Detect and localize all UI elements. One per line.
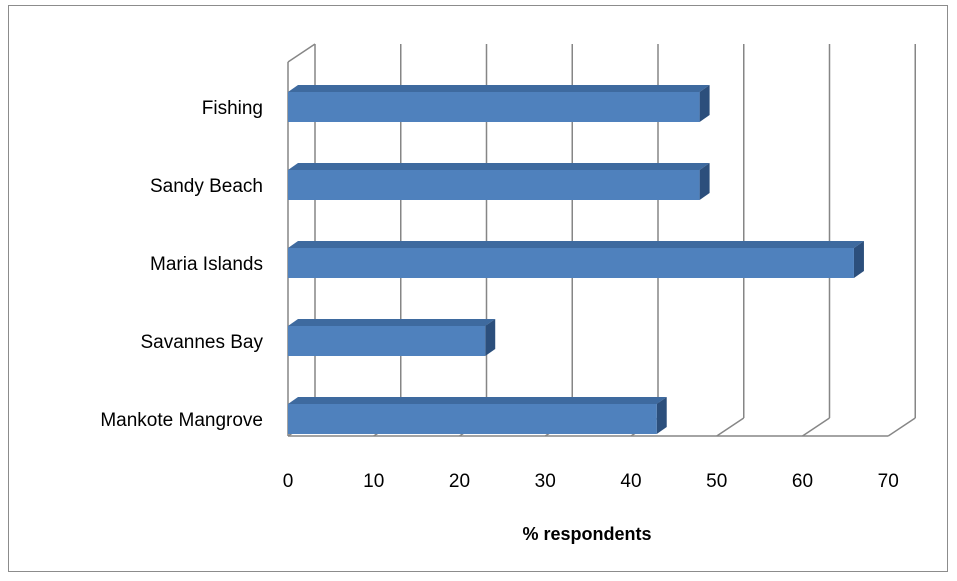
bar-side	[699, 163, 710, 200]
x-tick-label: 20	[449, 471, 470, 492]
bar-side	[485, 319, 496, 356]
bar-top	[288, 319, 496, 326]
bar-side	[656, 397, 667, 434]
bar	[288, 170, 700, 200]
x-tick-label: 40	[620, 471, 641, 492]
x-tick-label: 70	[878, 471, 899, 492]
bar-side	[853, 241, 864, 278]
floor-gridline	[802, 417, 830, 437]
bars	[288, 85, 864, 434]
bar	[288, 404, 657, 434]
bar-side	[699, 85, 710, 122]
category-label: Mankote Mangrove	[100, 410, 263, 431]
bar-top	[288, 163, 710, 170]
category-label: Maria Islands	[150, 254, 263, 275]
floor-gridline	[887, 417, 916, 437]
bar-top	[288, 241, 864, 248]
x-tick-label: 50	[706, 471, 727, 492]
x-tick-label: 60	[792, 471, 813, 492]
floor-gridline	[716, 417, 745, 437]
bar	[288, 248, 854, 278]
category-labels: Fishing Sandy Beach Maria Islands Savannes …	[100, 98, 263, 431]
x-tick-label: 0	[283, 471, 294, 492]
category-label: Savannes Bay	[140, 332, 263, 353]
category-label: Fishing	[202, 98, 263, 119]
left-wall-top	[287, 43, 316, 63]
x-tick-label: 10	[363, 471, 384, 492]
bar	[288, 326, 486, 356]
x-tick-label: 30	[535, 471, 556, 492]
bar-top	[288, 85, 710, 92]
bar	[288, 92, 700, 122]
bar-top	[288, 397, 667, 404]
x-axis-title: % respondents	[522, 524, 651, 544]
x-tick-labels: 0 10 20 30 40 50 60 70	[283, 471, 899, 492]
category-label: Sandy Beach	[150, 176, 263, 197]
